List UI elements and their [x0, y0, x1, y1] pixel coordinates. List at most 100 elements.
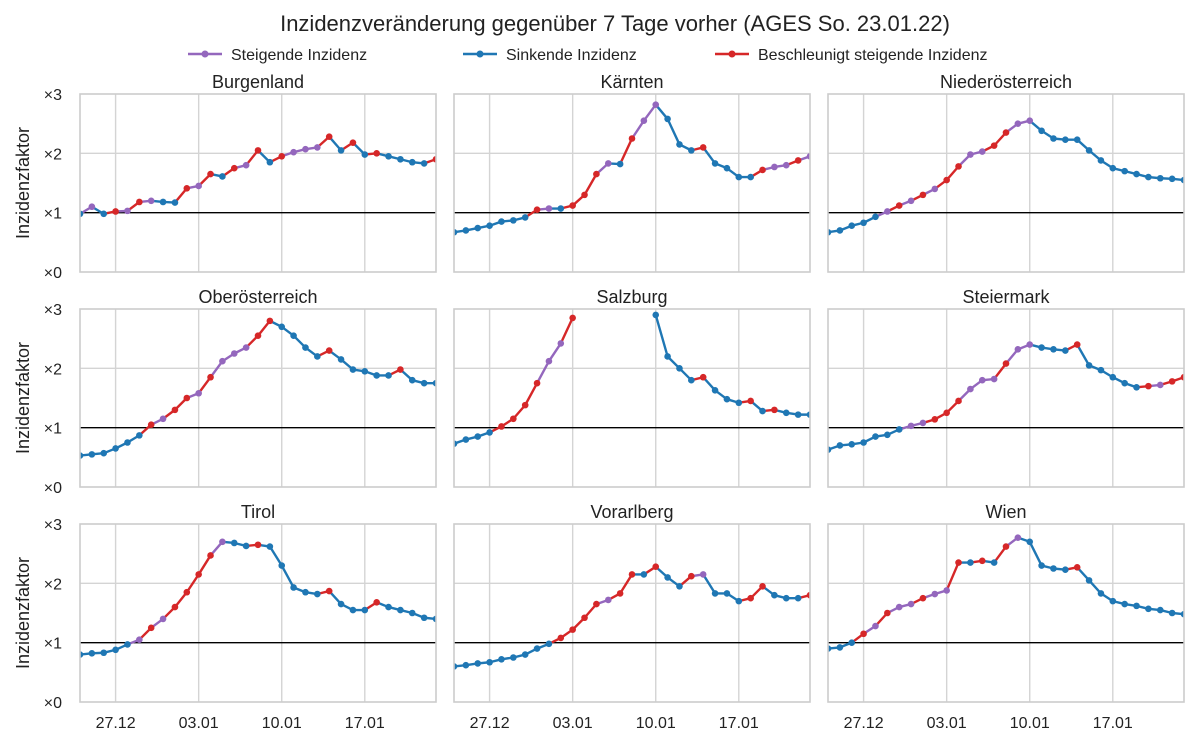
series-segment — [1075, 343, 1091, 367]
series — [80, 133, 436, 218]
data-point — [895, 202, 903, 209]
data-point — [183, 588, 191, 596]
data-point — [664, 353, 671, 360]
series — [80, 317, 436, 459]
data-point — [771, 163, 778, 171]
data-point — [990, 375, 998, 383]
x-tick-label: 27.12 — [844, 715, 884, 732]
series-segment — [559, 316, 574, 345]
data-point — [943, 176, 950, 184]
data-point — [1097, 157, 1105, 164]
data-point — [136, 432, 143, 439]
data-point — [397, 366, 404, 373]
data-point — [147, 197, 155, 205]
data-point — [723, 164, 731, 172]
series-segment — [618, 137, 634, 166]
data-point — [325, 587, 333, 595]
data-point — [759, 166, 766, 174]
series-segment — [702, 573, 717, 595]
panel-frame — [453, 523, 811, 703]
data-point — [1062, 136, 1069, 143]
data-point — [361, 606, 369, 614]
data-point — [207, 170, 214, 178]
data-point — [884, 609, 891, 617]
data-point — [349, 366, 357, 373]
data-point — [278, 323, 286, 331]
data-point — [569, 314, 576, 322]
data-point — [454, 663, 458, 670]
data-point — [385, 603, 392, 611]
data-point — [171, 603, 179, 611]
y-tick-label: ×0 — [44, 265, 62, 282]
data-point — [266, 317, 274, 325]
data-point — [290, 148, 297, 156]
data-point — [794, 157, 802, 164]
data-point — [652, 311, 660, 319]
data-point — [420, 379, 428, 387]
data-point — [136, 636, 143, 643]
data-point — [1109, 164, 1117, 172]
panel-title: Salzburg — [596, 287, 667, 307]
y-tick-label: ×2 — [44, 361, 62, 378]
data-point — [361, 368, 369, 375]
data-point — [1121, 167, 1128, 175]
data-point — [1002, 360, 1010, 367]
series-segment — [642, 103, 657, 122]
data-point — [1038, 562, 1045, 569]
panel-frame — [453, 308, 811, 488]
data-point — [290, 584, 297, 591]
data-point — [373, 372, 380, 379]
data-point — [498, 655, 505, 663]
data-point — [557, 340, 565, 347]
data-point — [1014, 534, 1022, 541]
y-axis-label: Inzidenzfaktor — [13, 557, 33, 669]
series-segment — [280, 564, 295, 589]
data-point — [88, 203, 96, 211]
data-point — [735, 399, 743, 407]
data-point — [1050, 135, 1057, 142]
data-point — [230, 539, 238, 547]
data-point — [676, 365, 683, 372]
data-point — [907, 197, 915, 205]
panel-wien: Wien 27.12 03.01 10.01 17.01 — [827, 502, 1185, 732]
y-tick-label: ×2 — [44, 576, 62, 593]
panel-title: Tirol — [241, 502, 275, 522]
data-point — [462, 661, 470, 669]
data-point — [533, 206, 541, 213]
panel-title: Burgenland — [212, 72, 304, 92]
data-point — [723, 395, 731, 403]
data-point — [147, 421, 155, 429]
data-point — [159, 615, 167, 623]
chart-title: Inzidenzveränderung gegenüber 7 Tage vor… — [280, 11, 950, 36]
data-point — [1145, 382, 1152, 390]
data-point — [337, 600, 345, 608]
data-point — [302, 344, 309, 351]
panel-title: Oberösterreich — [198, 287, 317, 307]
data-point — [325, 347, 333, 354]
data-point — [978, 557, 986, 565]
data-point — [80, 651, 84, 658]
panel-tirol: Tirol ×0 ×1 ×2 ×3 Inzidenzfaktor 27.12 03.01 10.… — [13, 502, 437, 732]
data-point — [1133, 602, 1140, 610]
y-axis-label: Inzidenzfaktor — [13, 342, 33, 454]
x-tick-label: 17.01 — [1093, 715, 1133, 732]
series-segment — [1028, 540, 1043, 567]
legend-label: Steigende Inzidenz — [231, 47, 367, 64]
data-point — [1026, 117, 1034, 124]
data-point — [278, 562, 286, 569]
data-point — [474, 660, 482, 667]
data-point — [1109, 597, 1117, 605]
legend-item: Sinkende Inzidenz — [463, 47, 637, 64]
data-point — [1145, 605, 1152, 613]
data-point — [171, 199, 179, 206]
data-point — [828, 446, 832, 453]
data-point — [955, 559, 962, 566]
data-point — [806, 153, 810, 160]
y-tick-label: ×0 — [44, 695, 62, 712]
data-point — [884, 431, 891, 439]
data-point — [147, 624, 155, 632]
data-point — [420, 614, 428, 622]
data-point — [699, 571, 707, 578]
data-point — [1038, 127, 1045, 135]
data-point — [907, 600, 915, 608]
